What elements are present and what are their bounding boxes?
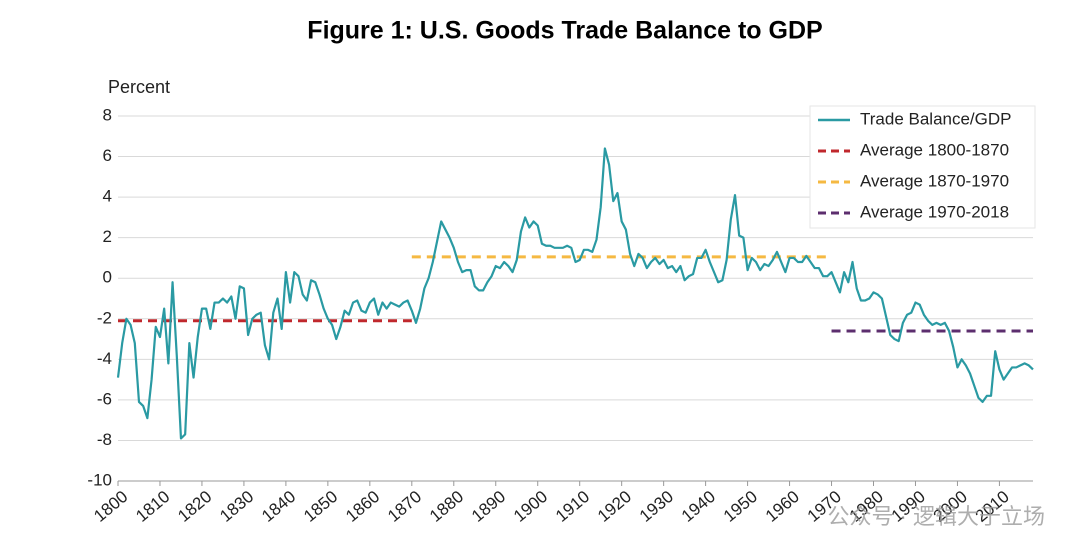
y-tick-label: 6 — [103, 146, 112, 165]
plot — [116, 147, 1034, 440]
y-tick-label: -6 — [97, 389, 112, 408]
y-tick-label: -2 — [97, 308, 112, 327]
chart-title: Figure 1: U.S. Goods Trade Balance to GD… — [307, 17, 822, 45]
y-tick-label: -10 — [87, 470, 112, 489]
legend: Trade Balance/GDP Average 1800-1870 Averag… — [818, 109, 1012, 221]
y-axis-label: Percent — [108, 77, 170, 97]
y-tick-label: -8 — [97, 430, 112, 449]
y-tick-label: -4 — [97, 349, 112, 368]
legend-label: Average 1800-1870 — [860, 140, 1009, 159]
trade-line — [116, 147, 1034, 440]
legend-label: Trade Balance/GDP — [860, 109, 1012, 128]
y-tick-label: 4 — [103, 187, 112, 206]
legend-label: Average 1870-1970 — [860, 171, 1009, 190]
watermark: 公众号 · 逻辑大于立场 — [827, 504, 1045, 529]
legend-label: Average 1970-2018 — [860, 202, 1009, 221]
y-tick-label: 8 — [103, 105, 112, 124]
y-tick-label: 0 — [103, 268, 112, 287]
y-tick-label: 2 — [103, 227, 112, 246]
legend-box — [809, 105, 1036, 229]
